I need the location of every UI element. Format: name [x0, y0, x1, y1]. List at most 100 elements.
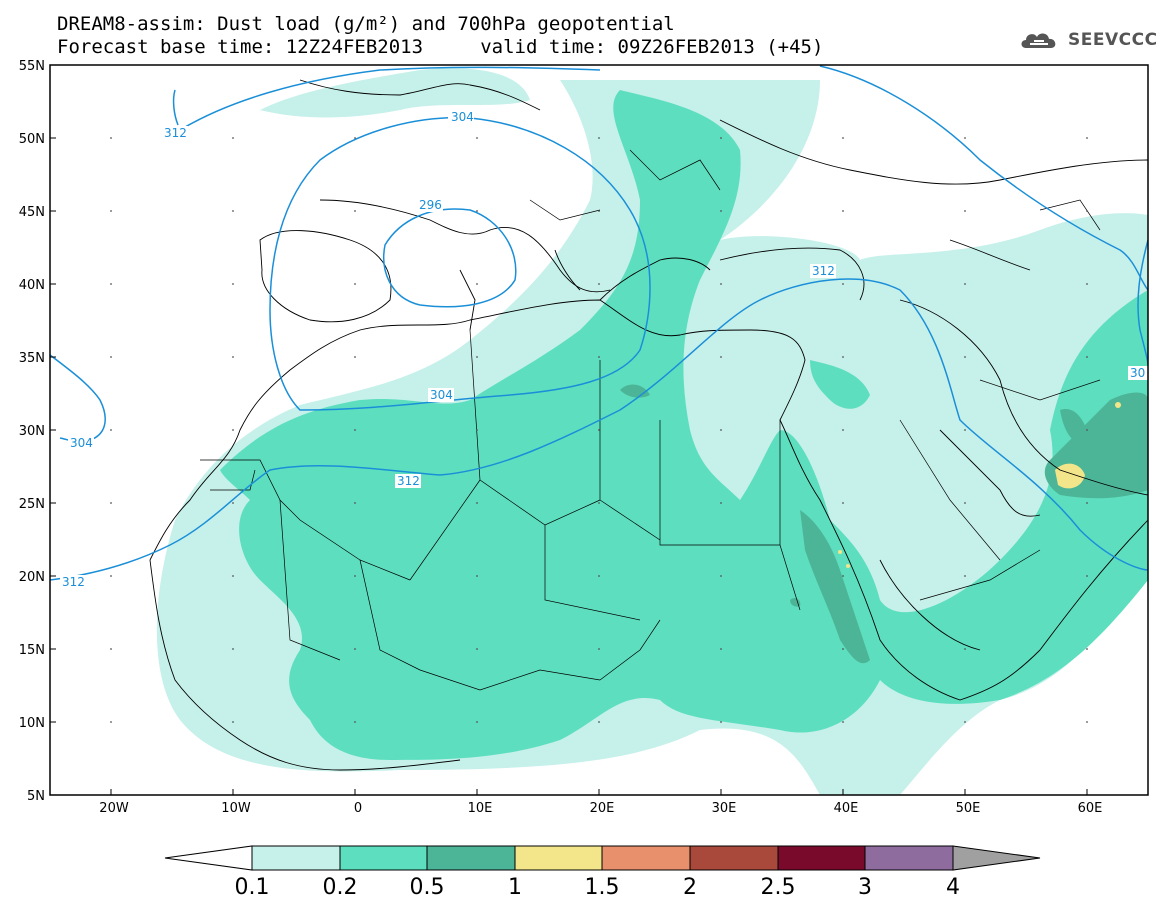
- lon-label: 10W: [221, 801, 251, 816]
- graticule-dot: [1086, 137, 1088, 139]
- graticule-dot: [354, 648, 356, 650]
- graticule-dot: [842, 648, 844, 650]
- graticule-dot: [964, 283, 966, 285]
- lat-label: 5N: [27, 789, 45, 804]
- graticule-dot: [476, 575, 478, 577]
- axis-ticks: [50, 64, 1088, 796]
- lat-label: 40N: [19, 278, 45, 293]
- graticule-dot: [354, 429, 356, 431]
- colorbar-under-triangle: [164, 845, 253, 871]
- graticule-dot: [598, 210, 600, 212]
- colorbar: 0.1 0.2 0.5 1 1.5 2 2.5 3 4: [164, 845, 1041, 900]
- graticule-dot: [1086, 429, 1088, 431]
- contour-label: 304: [70, 436, 93, 450]
- colorbar-label: 0.1: [235, 875, 270, 900]
- graticule-dot: [598, 502, 600, 504]
- map-title-line2: Forecast base time: 12Z24FEB2013 valid t…: [57, 36, 824, 58]
- lon-label: 40E: [834, 801, 859, 816]
- graticule-dot: [720, 721, 722, 723]
- graticule-dot: [842, 721, 844, 723]
- logo-text: SEEVCCC: [1068, 30, 1158, 50]
- graticule-dot: [1086, 648, 1088, 650]
- colorbar-label: 2.5: [761, 875, 796, 900]
- graticule-dot: [964, 137, 966, 139]
- graticule-dot: [232, 648, 234, 650]
- colorbar-label: 3: [858, 875, 872, 900]
- lon-label: 60E: [1078, 801, 1103, 816]
- contour-label: 304: [451, 110, 474, 124]
- contour-label: 312: [397, 474, 420, 488]
- graticule-dot: [598, 721, 600, 723]
- colorbar-over-triangle: [952, 845, 1041, 871]
- lon-label: 20E: [590, 801, 615, 816]
- graticule-dot: [476, 210, 478, 212]
- map-title-line1: DREAM8-assim: Dust load (g/m²) and 700hP…: [57, 13, 675, 35]
- graticule-dot: [842, 575, 844, 577]
- cloud-icon: [1021, 33, 1056, 48]
- lat-label: 10N: [19, 716, 45, 731]
- graticule-dot: [964, 648, 966, 650]
- graticule-dot: [842, 429, 844, 431]
- graticule-dot: [1086, 502, 1088, 504]
- graticule-dot: [598, 575, 600, 577]
- colorbar-swatch: [251, 845, 341, 871]
- political-borders: [200, 149, 1101, 691]
- graticule-dot: [354, 575, 356, 577]
- lat-label: 55N: [19, 59, 45, 74]
- colorbar-label: 0.5: [410, 875, 445, 900]
- lat-label: 20N: [19, 570, 45, 585]
- graticule-dot: [110, 502, 112, 504]
- graticule-dot: [354, 210, 356, 212]
- graticule-dot: [232, 356, 234, 358]
- contour-label: 312: [164, 126, 187, 140]
- colorbar-swatch: [864, 845, 954, 871]
- graticule-dot: [476, 429, 478, 431]
- graticule-dot: [110, 137, 112, 139]
- contour-labels: 312 304 296 312 304 312 312 304 30: [60, 110, 1148, 589]
- dust-shading-peak: [838, 402, 1121, 568]
- lon-label: 30E: [712, 801, 737, 816]
- colorbar-label: 2: [683, 875, 697, 900]
- graticule-dot: [598, 429, 600, 431]
- graticule-dot: [232, 283, 234, 285]
- graticule-dot: [476, 648, 478, 650]
- graticule-dot: [720, 283, 722, 285]
- colorbar-swatch: [689, 845, 779, 871]
- graticule-dot: [598, 356, 600, 358]
- graticule-dot: [110, 429, 112, 431]
- colorbar-label: 1.5: [585, 875, 620, 900]
- graticule-dot: [964, 210, 966, 212]
- graticule-dot: [476, 283, 478, 285]
- graticule-dot: [354, 283, 356, 285]
- graticule-dot: [964, 721, 966, 723]
- graticule-dot: [720, 137, 722, 139]
- latitude-labels: 55N 50N 45N 40N 35N 30N 25N 20N 15N 10N …: [19, 59, 45, 804]
- graticule-dot: [476, 356, 478, 358]
- graticule-dot: [842, 502, 844, 504]
- colorbar-label: 0.2: [323, 875, 358, 900]
- graticule-dot: [232, 137, 234, 139]
- graticule-dot: [354, 356, 356, 358]
- graticule-dot: [110, 356, 112, 358]
- contour-label: 296: [419, 198, 442, 212]
- graticule-dot: [720, 429, 722, 431]
- lon-label: 0: [354, 801, 362, 816]
- graticule-dot: [1086, 283, 1088, 285]
- graticule-dot: [1086, 356, 1088, 358]
- graticule-dot: [354, 502, 356, 504]
- graticule-dot: [964, 356, 966, 358]
- seevccc-logo: SEEVCCC: [1018, 28, 1158, 52]
- contour-label: 30: [1130, 366, 1145, 380]
- graticule-dot: [720, 356, 722, 358]
- graticule-dot: [110, 648, 112, 650]
- graticule-dot: [232, 429, 234, 431]
- graticule-dot: [232, 502, 234, 504]
- graticule: [110, 137, 1088, 723]
- colorbar-swatch: [514, 845, 603, 871]
- contour-label: 312: [62, 575, 85, 589]
- graticule-dot: [1086, 210, 1088, 212]
- graticule-dot: [1086, 721, 1088, 723]
- colorbar-label: 4: [946, 875, 960, 900]
- colorbar-swatch: [601, 845, 691, 871]
- colorbar-swatch: [426, 845, 516, 871]
